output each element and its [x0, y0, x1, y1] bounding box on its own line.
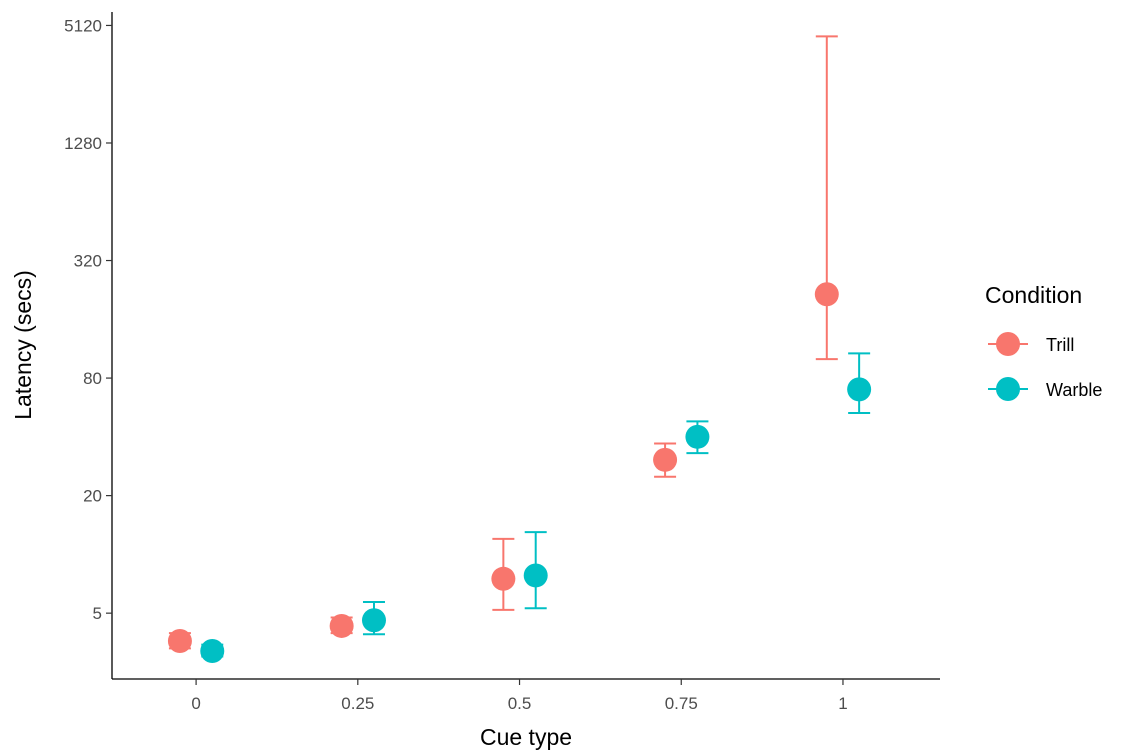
marks	[167, 35, 872, 663]
data-point	[200, 638, 225, 663]
x-tick-label: 0.5	[508, 694, 532, 713]
data-point	[653, 447, 678, 472]
legend-key-point	[996, 332, 1020, 356]
legend-entry-trill: Trill	[988, 332, 1074, 356]
data-point	[685, 424, 710, 449]
axes: 5 20 80 320 1280 5120 0 0.25 0.5 0.75 1	[64, 12, 940, 713]
x-tick-label: 0.75	[665, 694, 698, 713]
series-trill	[167, 35, 839, 654]
y-axis-title: Latency (secs)	[10, 270, 36, 420]
series-warble	[200, 352, 872, 663]
y-tick-label: 320	[74, 252, 102, 271]
data-point	[523, 563, 548, 588]
data-point	[361, 608, 386, 633]
data-point	[814, 282, 839, 307]
x-tick-label: 0	[191, 694, 200, 713]
y-tick-label: 20	[83, 487, 102, 506]
data-point	[847, 377, 872, 402]
x-tick-label: 0.25	[341, 694, 374, 713]
legend-key-point	[996, 377, 1020, 401]
y-tick-label: 5	[93, 604, 102, 623]
data-point	[329, 613, 354, 638]
y-tick-label: 1280	[64, 134, 102, 153]
y-tick-label: 80	[83, 369, 102, 388]
data-point	[167, 629, 192, 654]
legend: Condition Trill Warble	[985, 282, 1102, 401]
x-tick-label: 1	[838, 694, 847, 713]
legend-label: Warble	[1046, 380, 1102, 400]
x-axis-title: Cue type	[480, 724, 572, 750]
legend-entry-warble: Warble	[988, 377, 1102, 401]
legend-label: Trill	[1046, 335, 1074, 355]
y-tick-label: 5120	[64, 16, 102, 35]
data-point	[491, 566, 516, 591]
legend-title: Condition	[985, 282, 1082, 308]
